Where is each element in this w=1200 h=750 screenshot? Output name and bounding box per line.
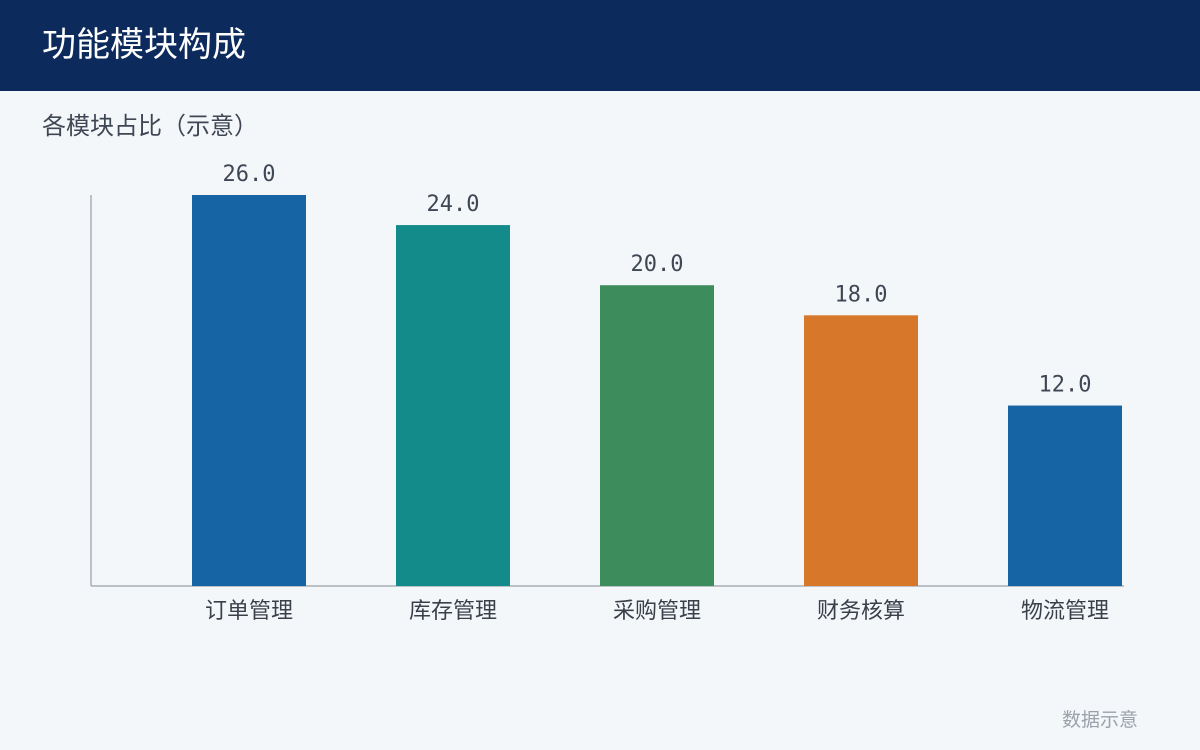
- bar-0: [192, 195, 306, 586]
- bars-group: 26.0 订单管理 24.0 库存管理 20.0 采购管理 18.0 财务核算 12.0 物流管理: [192, 162, 1122, 624]
- value-label-3: 18.0: [835, 282, 888, 307]
- category-label-0: 订单管理: [205, 599, 293, 624]
- header-bar: 功能模块构成: [0, 0, 1200, 91]
- value-label-4: 12.0: [1039, 373, 1092, 398]
- value-label-0: 26.0: [223, 162, 276, 187]
- bar-4: [1008, 405, 1122, 586]
- value-label-1: 24.0: [427, 192, 480, 217]
- bar-3: [804, 315, 918, 586]
- bar-1: [396, 225, 510, 587]
- page-title: 功能模块构成: [42, 25, 246, 65]
- bar-2: [600, 285, 714, 586]
- category-label-1: 库存管理: [409, 599, 497, 624]
- chart-title: 各模块占比（示意）: [42, 112, 258, 140]
- category-label-4: 物流管理: [1021, 599, 1109, 624]
- category-label-3: 财务核算: [817, 599, 905, 624]
- value-label-2: 20.0: [631, 252, 684, 277]
- footnote: 数据示意: [1061, 709, 1138, 731]
- category-label-2: 采购管理: [613, 599, 701, 624]
